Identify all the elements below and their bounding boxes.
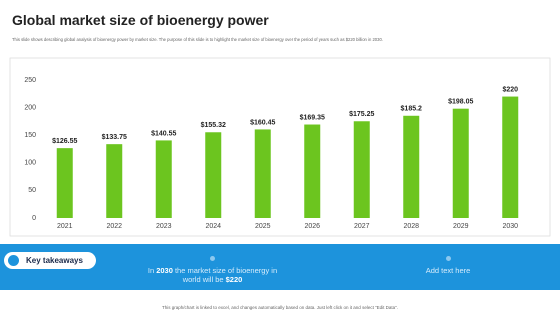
y-tick-label: 250 — [24, 77, 36, 84]
dot — [446, 256, 451, 261]
x-tick-label: 2021 — [57, 223, 73, 230]
footer: This graph/chart is linked to excel, and… — [161, 305, 399, 310]
bar — [403, 115, 420, 218]
x-tick-label: 2022 — [106, 223, 122, 230]
y-tick-label: 200 — [24, 104, 36, 111]
value-label: $169.35 — [300, 114, 325, 121]
text: the market size of bioenergy in world wi… — [172, 266, 278, 284]
icon — [8, 255, 19, 266]
value-label: $155.32 — [201, 122, 226, 129]
text: Add text here — [425, 266, 471, 275]
takeaway-band: Key takeaways In 2030 the market size of… — [0, 244, 560, 290]
bar — [254, 129, 271, 218]
dot — [210, 256, 215, 261]
bar — [56, 148, 73, 218]
bar — [205, 132, 222, 218]
highlight: 2030 — [156, 266, 173, 275]
x-tick-label: 2024 — [205, 223, 221, 230]
bar — [304, 124, 321, 218]
chart: 0 50 100 150 200 250 2021 $126.55 2022 $133.75 202… — [9, 57, 551, 237]
takeaway-text: Add text here — [388, 266, 508, 275]
label: Key takeaways — [26, 256, 83, 265]
x-tick-label: 2030 — [502, 223, 518, 230]
value-label: $220 — [502, 86, 518, 93]
y-tick-label: 0 — [32, 215, 36, 222]
value-label: $198.05 — [448, 99, 473, 106]
value-label: $140.55 — [151, 130, 176, 137]
y-tick-label: 100 — [24, 160, 36, 167]
key-takeaways: Key takeaways — [4, 252, 96, 269]
value-label: $185.2 — [401, 106, 423, 113]
x-tick-label: 2027 — [354, 223, 370, 230]
x-tick-label: 2029 — [453, 223, 469, 230]
bar — [502, 96, 519, 218]
takeaway-text: In 2030 the market size of bioenergy in … — [140, 266, 285, 284]
value-label: $175.25 — [349, 111, 374, 118]
x-tick-label: 2025 — [255, 223, 271, 230]
x-tick-label: 2026 — [304, 223, 320, 230]
chart-frame — [9, 57, 551, 237]
x-tick-label: 2023 — [156, 223, 172, 230]
bar — [155, 140, 172, 218]
y-tick-label: 150 — [24, 132, 36, 139]
value-label: $126.55 — [52, 138, 77, 145]
title: Global market size of bioenergy power — [12, 12, 269, 28]
bar — [452, 108, 469, 218]
highlight: $220 — [225, 275, 243, 284]
bar — [353, 121, 370, 218]
subtitle: This slide shows describing global analy… — [12, 37, 383, 42]
y-tick-label: 50 — [28, 187, 36, 194]
bar — [106, 144, 123, 218]
value-label: $160.45 — [250, 119, 275, 126]
value-label: $133.75 — [102, 134, 127, 141]
x-tick-label: 2028 — [403, 223, 419, 230]
text: In — [147, 266, 157, 275]
